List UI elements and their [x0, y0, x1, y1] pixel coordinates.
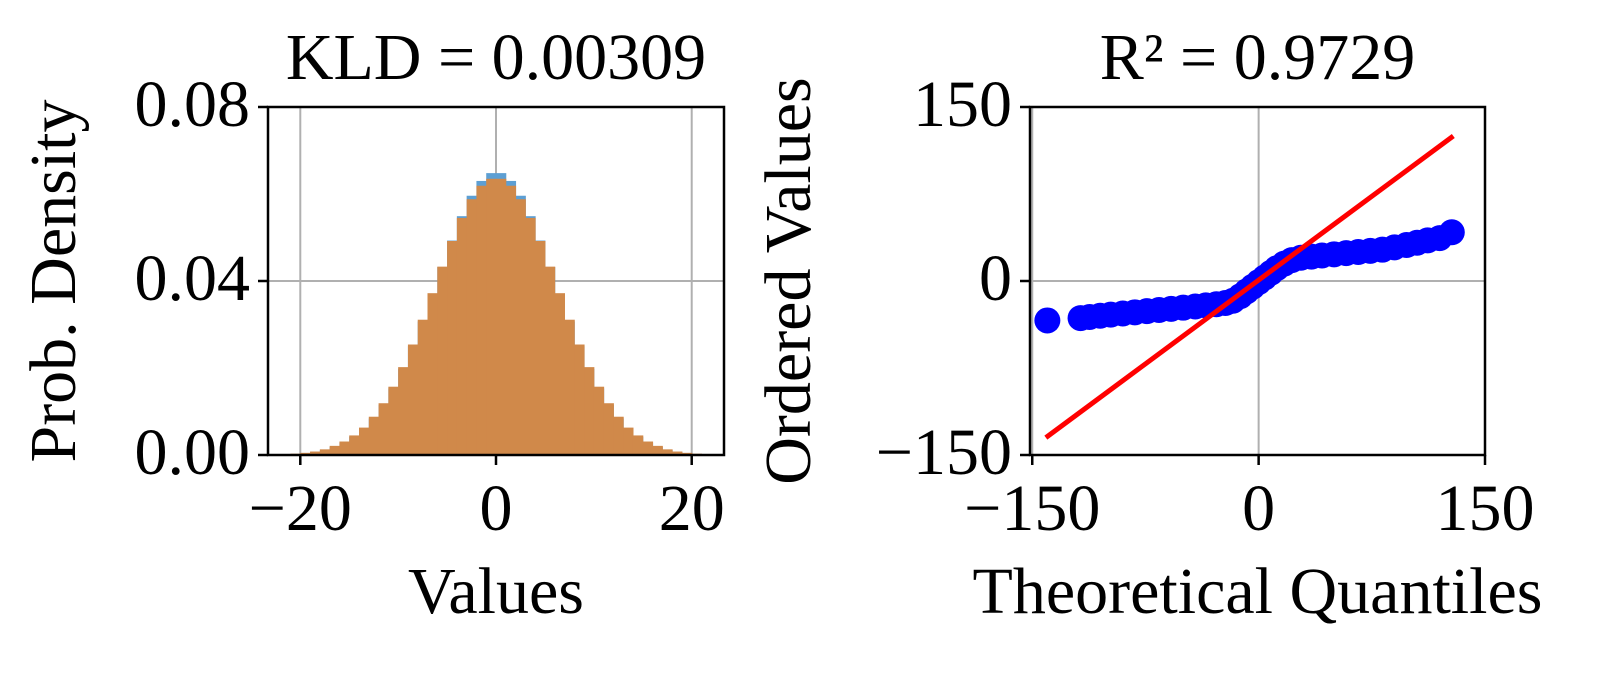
y-tick-label: 0.00 — [135, 416, 251, 489]
data-point — [1438, 219, 1465, 246]
x-tick-label: 0 — [480, 472, 513, 545]
histogram-bar — [319, 449, 331, 455]
x-axis-label: Theoretical Quantiles — [973, 555, 1543, 628]
histogram-bar — [398, 367, 409, 455]
histogram-bar — [368, 416, 380, 455]
histogram-bar — [486, 178, 497, 455]
histogram-bar — [427, 293, 438, 455]
histogram-bar — [584, 367, 595, 455]
x-tick-label: 0 — [1242, 472, 1275, 545]
histogram-bar — [544, 266, 556, 455]
histogram-bar — [613, 416, 624, 455]
histogram-bar — [378, 403, 389, 455]
y-tick-label: 0.04 — [135, 242, 251, 315]
histogram-bar — [310, 451, 321, 455]
histogram-bar — [349, 435, 360, 455]
histogram-bar — [466, 199, 477, 455]
x-tick-label: −150 — [964, 472, 1100, 545]
x-tick-label: 20 — [659, 472, 725, 545]
y-tick-label: 0.08 — [135, 68, 251, 141]
histogram-bar — [554, 293, 565, 455]
histogram-bar — [417, 319, 429, 455]
histogram-bar — [329, 445, 340, 455]
histogram-bar — [603, 403, 614, 455]
histogram-bar — [359, 427, 370, 455]
histogram-bar — [642, 441, 654, 455]
histogram-bar — [447, 240, 458, 455]
histogram-bar — [593, 386, 605, 455]
x-axis-label: Values — [408, 555, 584, 628]
y-axis-label: Prob. Density — [17, 100, 90, 463]
histogram-bar — [505, 185, 517, 456]
subplot: −20 0 20 0.00 0.04 0.08 KLD = 0.00309 Values Pro… — [17, 21, 726, 628]
histogram-bar — [339, 441, 350, 455]
data-point — [1034, 307, 1061, 334]
histogram-bar — [632, 435, 644, 455]
histogram-bar — [662, 449, 673, 455]
histogram-bar — [437, 266, 448, 455]
chart-title: R² = 0.9729 — [1100, 21, 1416, 94]
histogram-bar — [496, 178, 507, 455]
histogram-bar — [574, 344, 585, 455]
histogram-bar — [476, 185, 487, 456]
histogram-bar — [515, 199, 526, 455]
y-tick-label: −150 — [876, 416, 1012, 489]
histogram-bar — [407, 344, 419, 455]
histogram-bar — [672, 451, 683, 455]
histogram-bar — [564, 319, 575, 455]
y-tick-label: 0 — [979, 242, 1012, 315]
x-tick-label: 150 — [1436, 472, 1535, 545]
histogram-bar — [623, 427, 634, 455]
histogram-bar — [535, 240, 546, 455]
y-axis-label: Ordered Values — [752, 77, 825, 484]
subplot: −150 0 150 −150 0 150 R² = 0.9729 Theoretical Q… — [752, 21, 1542, 628]
y-tick-label: 150 — [913, 68, 1012, 141]
histogram-bar — [388, 386, 399, 455]
chart-title: KLD = 0.00309 — [286, 21, 706, 94]
histogram-bar — [525, 217, 536, 455]
histogram-bar — [456, 217, 468, 455]
fit-line — [1044, 133, 1455, 440]
x-tick-label: −20 — [249, 472, 352, 545]
histogram-bar — [652, 445, 663, 455]
